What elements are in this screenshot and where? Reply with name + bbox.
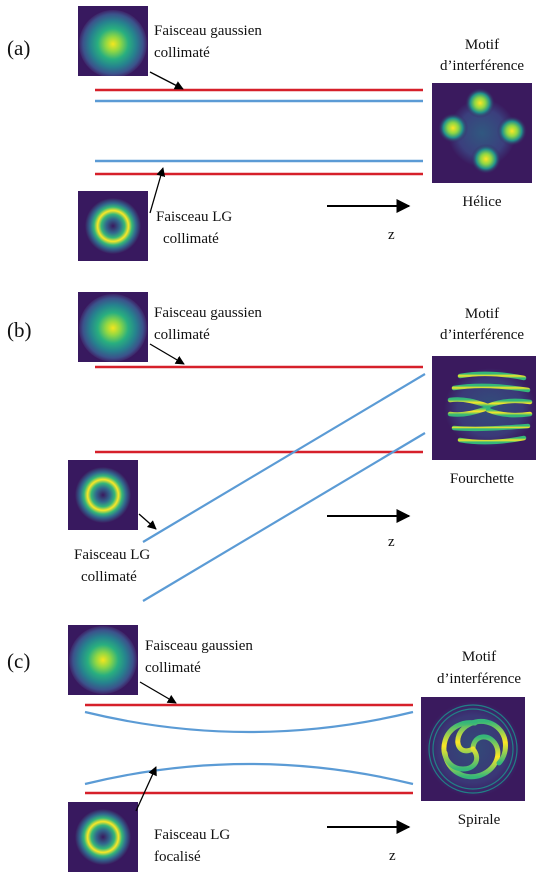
panel-label: (b): [7, 318, 32, 342]
axis-label-z: z: [388, 227, 395, 243]
beam-paths: [95, 71, 423, 214]
lg-beam-curve-top: [84, 710, 414, 734]
lg-pointer-arrow: [135, 766, 157, 812]
pattern-title-line1: Motif: [461, 649, 497, 665]
lg-beam-line-top: [142, 373, 426, 543]
lg-beam-label-line1: Faisceau LG: [154, 827, 231, 843]
lg-beam-label-line2: focalisé: [154, 849, 201, 865]
lg-beam-label-line2: collimaté: [81, 569, 137, 585]
lg-beam-curve-bottom: [84, 762, 414, 786]
gaussian-beam-profile: [68, 625, 138, 695]
pattern-title-line1: Motif: [464, 37, 500, 53]
gaussian-pointer-arrow: [149, 71, 184, 90]
gaussian-beam-label-line1: Faisceau gaussien: [154, 305, 262, 321]
pattern-title-line2: d’interférence: [436, 671, 522, 687]
pattern-title-line2: d’interférence: [439, 58, 525, 74]
gaussian-beam-profile: [78, 6, 148, 76]
gaussian-beam-label-line2: collimaté: [154, 327, 210, 343]
panel-b: (b) Faisceau gaussien collimaté Faisceau…: [0, 270, 541, 615]
gaussian-pointer-arrow: [139, 681, 177, 704]
gaussian-beam-profile: [78, 292, 148, 362]
pattern-name: Fourchette: [449, 471, 515, 487]
panel-label: (a): [7, 36, 31, 60]
interference-pattern-spiral: [421, 697, 525, 801]
axis-label-z: z: [389, 848, 396, 864]
gaussian-beam-label-line2: collimaté: [154, 45, 210, 61]
lg-beam-label-line1: Faisceau LG: [156, 209, 233, 225]
axis-label-z: z: [388, 534, 395, 550]
lg-pointer-arrow: [149, 167, 166, 214]
lg-beam-profile: [78, 191, 148, 261]
lg-pointer-arrow: [138, 513, 157, 530]
lg-beam-label-line2: collimaté: [163, 231, 219, 247]
lg-beam-profile: [68, 802, 138, 872]
panel-a: (a) Faisceau gaussien collimaté Faisceau…: [0, 0, 541, 270]
interference-pattern-fork: [432, 356, 536, 460]
beam-paths: [84, 681, 414, 834]
panel-c: (c) Faisceau gaussien collimaté Faisceau…: [0, 615, 541, 872]
pattern-name: Spirale: [457, 812, 501, 828]
pattern-title-line2: d’interférence: [439, 327, 525, 343]
gaussian-beam-label-line1: Faisceau gaussien: [154, 23, 262, 39]
pattern-title-line1: Motif: [464, 306, 500, 322]
interference-pattern-helix: [432, 83, 532, 183]
gaussian-pointer-arrow: [149, 343, 185, 365]
gaussian-beam-label-line2: collimaté: [145, 660, 201, 676]
pattern-name: Hélice: [462, 194, 502, 210]
beam-paths: [95, 343, 426, 602]
lg-beam-label-line1: Faisceau LG: [74, 547, 151, 563]
panel-label: (c): [7, 649, 31, 673]
lg-beam-profile: [68, 460, 138, 530]
gaussian-beam-label-line1: Faisceau gaussien: [145, 638, 253, 654]
lg-beam-line-bottom: [142, 432, 426, 602]
